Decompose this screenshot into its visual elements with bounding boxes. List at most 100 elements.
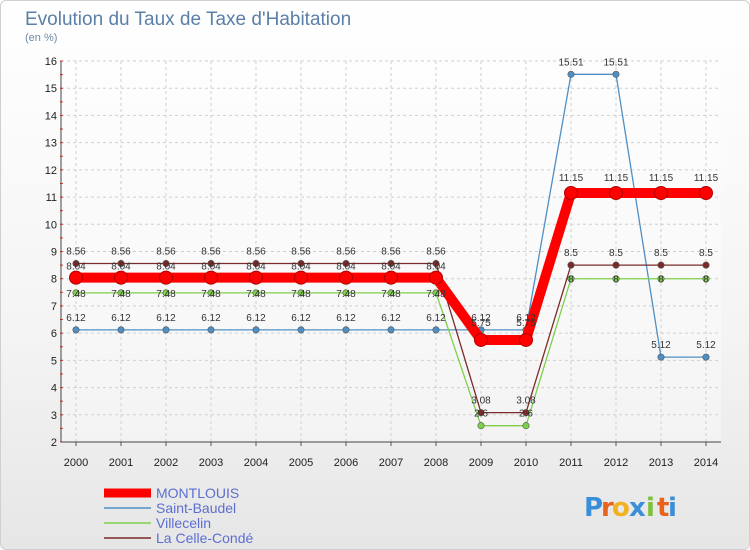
data-label: 8.56 bbox=[66, 246, 86, 257]
data-label: 7.48 bbox=[156, 289, 176, 300]
data-point bbox=[612, 275, 620, 283]
x-tick-label: 2011 bbox=[559, 457, 583, 469]
data-label: 5.12 bbox=[696, 340, 716, 351]
data-label: 5.75 bbox=[516, 318, 536, 329]
legend-label: Saint-Baudel bbox=[156, 500, 236, 516]
data-label: 7.48 bbox=[246, 289, 266, 300]
data-point bbox=[702, 261, 710, 269]
data-label: 6.12 bbox=[111, 313, 131, 324]
data-point bbox=[657, 275, 665, 283]
data-point bbox=[162, 259, 170, 267]
data-label: 8.04 bbox=[111, 262, 131, 273]
data-label: 8.5 bbox=[609, 248, 623, 259]
y-tick-label: 13 bbox=[45, 138, 57, 150]
x-tick-label: 2008 bbox=[424, 457, 448, 469]
data-point bbox=[297, 289, 305, 297]
data-label: 7.48 bbox=[381, 289, 401, 300]
chart-subtitle: (en %) bbox=[25, 32, 57, 44]
data-label: 3.08 bbox=[516, 396, 536, 407]
y-tick-label: 2 bbox=[51, 437, 57, 449]
data-label: 8.56 bbox=[156, 246, 176, 257]
data-point bbox=[162, 289, 170, 297]
data-point bbox=[432, 326, 440, 334]
data-point bbox=[207, 259, 215, 267]
brand-letter: t bbox=[657, 493, 669, 523]
data-label: 3.08 bbox=[471, 396, 491, 407]
data-label: 8.04 bbox=[156, 262, 176, 273]
data-point bbox=[204, 270, 218, 285]
data-point bbox=[567, 70, 575, 78]
data-point bbox=[249, 270, 263, 285]
data-point bbox=[699, 185, 713, 200]
data-point bbox=[654, 185, 668, 200]
data-point bbox=[474, 332, 488, 347]
x-tick-label: 2001 bbox=[109, 457, 133, 469]
data-label: 8.04 bbox=[246, 262, 266, 273]
data-label: 8.56 bbox=[426, 246, 446, 257]
data-label: 7.48 bbox=[426, 289, 446, 300]
data-label: 8.56 bbox=[381, 246, 401, 257]
data-point bbox=[297, 259, 305, 267]
data-point bbox=[609, 185, 623, 200]
data-label: 15.51 bbox=[603, 57, 628, 68]
data-point bbox=[702, 353, 710, 361]
data-label: 6.12 bbox=[426, 313, 446, 324]
data-point bbox=[72, 259, 80, 267]
data-point bbox=[384, 270, 398, 285]
data-label: 2.6 bbox=[519, 409, 533, 420]
data-point bbox=[702, 275, 710, 283]
data-point bbox=[387, 326, 395, 334]
data-label: 8.56 bbox=[336, 246, 356, 257]
series-layer bbox=[69, 70, 713, 430]
x-tick-label: 2013 bbox=[649, 457, 673, 469]
x-tick-label: 2005 bbox=[289, 457, 313, 469]
data-label: 11.15 bbox=[559, 173, 584, 184]
brand-letter: P bbox=[584, 493, 603, 523]
data-label: 6.12 bbox=[516, 313, 536, 324]
brand-letter: x bbox=[629, 493, 646, 523]
data-point bbox=[117, 259, 125, 267]
data-point bbox=[252, 289, 260, 297]
data-point bbox=[159, 270, 173, 285]
y-tick-label: 7 bbox=[51, 301, 57, 313]
x-tick-label: 2004 bbox=[244, 457, 268, 469]
x-tick-label: 2012 bbox=[604, 457, 628, 469]
data-label: 11.15 bbox=[604, 173, 629, 184]
data-label: 8 bbox=[703, 275, 709, 286]
data-label: 6.12 bbox=[246, 313, 266, 324]
x-tick-label: 2014 bbox=[694, 457, 718, 469]
data-point bbox=[567, 275, 575, 283]
data-label: 8.04 bbox=[201, 262, 221, 273]
data-label: 7.48 bbox=[111, 289, 131, 300]
data-point bbox=[519, 332, 533, 347]
data-label: 11.15 bbox=[649, 173, 674, 184]
data-label: 8.04 bbox=[381, 262, 401, 273]
data-point bbox=[114, 270, 128, 285]
data-point bbox=[342, 326, 350, 334]
data-label: 6.12 bbox=[471, 313, 491, 324]
data-label: 8.04 bbox=[336, 262, 356, 273]
brand-letter: i bbox=[646, 493, 655, 523]
data-label: 8.5 bbox=[564, 248, 578, 259]
data-point bbox=[117, 326, 125, 334]
y-tick-label: 9 bbox=[51, 247, 57, 259]
data-label: 8.04 bbox=[291, 262, 311, 273]
data-point bbox=[522, 409, 530, 417]
data-point bbox=[477, 422, 485, 430]
y-tick-label: 8 bbox=[51, 274, 57, 286]
brand-letter: r bbox=[601, 493, 614, 523]
data-label: 8.5 bbox=[699, 248, 713, 259]
data-point bbox=[567, 261, 575, 269]
data-point bbox=[72, 326, 80, 334]
y-tick-label: 16 bbox=[45, 56, 57, 68]
data-label: 7.48 bbox=[336, 289, 356, 300]
y-tick-label: 12 bbox=[45, 165, 57, 177]
data-point bbox=[657, 353, 665, 361]
x-tick-label: 2007 bbox=[379, 457, 403, 469]
y-tick-label: 6 bbox=[51, 328, 57, 340]
y-tick-label: 14 bbox=[45, 110, 57, 122]
data-point bbox=[117, 289, 125, 297]
legend-label: La Celle-Condé bbox=[156, 530, 253, 546]
data-point bbox=[207, 326, 215, 334]
